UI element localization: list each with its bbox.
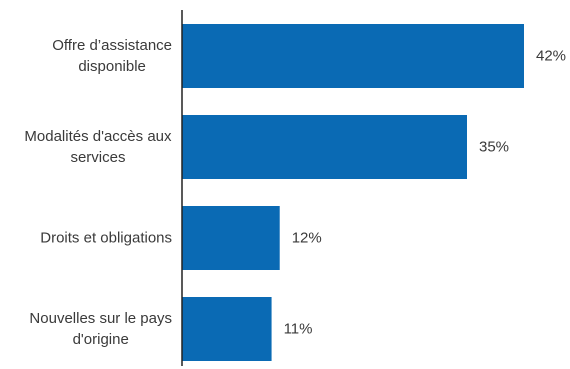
bar [182,297,272,361]
category-label: Droits et obligations [40,230,172,247]
category-label-line: services [70,149,125,166]
bar-value-label: 11% [284,321,313,338]
bar-value-label: 35% [479,139,509,156]
bar-value-label: 42% [536,48,566,65]
category-label: Offre d’assistance disponible [52,37,172,75]
category-label: Nouvelles sur le pays d'origine [29,310,172,348]
category-labels: Offre d’assistance disponible Modalités d'… [24,37,172,348]
bar-value-label: 12% [292,230,322,247]
category-label-line: Modalités d'accès aux [24,128,172,145]
category-label-line: disponible [78,58,146,75]
category-label: Modalités d'accès aux services [24,128,172,166]
category-label-line: Droits et obligations [40,230,172,247]
bar [182,206,280,270]
category-label-line: d'origine [73,331,129,348]
bar [182,115,467,179]
category-label-line: Offre d’assistance [52,37,172,54]
bar [182,24,524,88]
bars [182,24,524,361]
category-label-line: Nouvelles sur le pays [29,310,172,327]
value-labels: 42% 35% 12% 11% [284,48,566,338]
